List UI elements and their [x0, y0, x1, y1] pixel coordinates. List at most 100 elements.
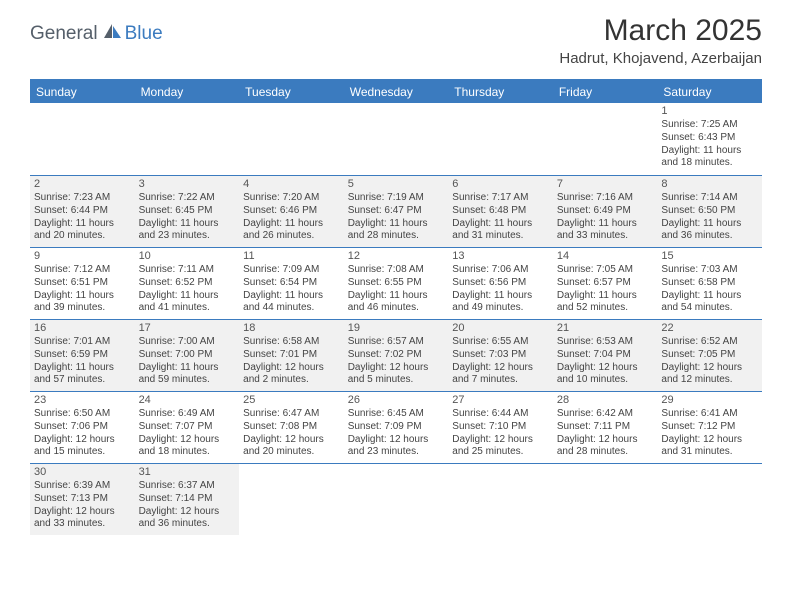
sunrise-text: Sunrise: 7:09 AM	[243, 264, 340, 277]
sunrise-text: Sunrise: 7:23 AM	[34, 192, 131, 205]
sunset-text: Sunset: 7:07 PM	[139, 421, 236, 434]
weekday-header-row: SundayMondayTuesdayWednesdayThursdayFrid…	[30, 81, 762, 103]
month-title: March 2025	[559, 14, 762, 48]
day2-text: and 44 minutes.	[243, 302, 340, 315]
sunrise-text: Sunrise: 6:50 AM	[34, 408, 131, 421]
day-number: 15	[661, 249, 758, 263]
day1-text: Daylight: 12 hours	[34, 434, 131, 447]
day-number: 19	[348, 321, 445, 335]
sunset-text: Sunset: 6:56 PM	[452, 277, 549, 290]
sunrise-text: Sunrise: 6:39 AM	[34, 480, 131, 493]
day-number: 26	[348, 393, 445, 407]
logo-sail-icon	[102, 22, 122, 45]
day1-text: Daylight: 11 hours	[139, 290, 236, 303]
day2-text: and 36 minutes.	[661, 230, 758, 243]
day-number: 12	[348, 249, 445, 263]
day-number: 17	[139, 321, 236, 335]
day-number: 8	[661, 177, 758, 191]
day1-text: Daylight: 12 hours	[243, 434, 340, 447]
sunrise-text: Sunrise: 7:14 AM	[661, 192, 758, 205]
empty-cell	[239, 463, 344, 535]
day-cell-24: 24Sunrise: 6:49 AMSunset: 7:07 PMDayligh…	[135, 391, 240, 463]
day1-text: Daylight: 11 hours	[348, 290, 445, 303]
sunset-text: Sunset: 7:10 PM	[452, 421, 549, 434]
day1-text: Daylight: 11 hours	[243, 218, 340, 231]
day-number: 7	[557, 177, 654, 191]
sunset-text: Sunset: 7:01 PM	[243, 349, 340, 362]
day-cell-12: 12Sunrise: 7:08 AMSunset: 6:55 PMDayligh…	[344, 247, 449, 319]
day1-text: Daylight: 12 hours	[139, 506, 236, 519]
sunrise-text: Sunrise: 7:11 AM	[139, 264, 236, 277]
day1-text: Daylight: 12 hours	[557, 362, 654, 375]
empty-cell	[553, 103, 658, 175]
sunset-text: Sunset: 6:43 PM	[661, 132, 758, 145]
week-row: 2Sunrise: 7:23 AMSunset: 6:44 PMDaylight…	[30, 175, 762, 247]
day2-text: and 59 minutes.	[139, 374, 236, 387]
day1-text: Daylight: 11 hours	[34, 218, 131, 231]
day-number: 16	[34, 321, 131, 335]
day1-text: Daylight: 11 hours	[661, 218, 758, 231]
day-number: 1	[661, 104, 758, 118]
day1-text: Daylight: 11 hours	[34, 362, 131, 375]
day2-text: and 28 minutes.	[348, 230, 445, 243]
empty-cell	[239, 103, 344, 175]
sunset-text: Sunset: 6:51 PM	[34, 277, 131, 290]
day-number: 22	[661, 321, 758, 335]
sunset-text: Sunset: 6:58 PM	[661, 277, 758, 290]
day-number: 5	[348, 177, 445, 191]
calendar: SundayMondayTuesdayWednesdayThursdayFrid…	[30, 79, 762, 535]
sunset-text: Sunset: 6:54 PM	[243, 277, 340, 290]
empty-cell	[344, 103, 449, 175]
day2-text: and 28 minutes.	[557, 446, 654, 459]
sunrise-text: Sunrise: 6:42 AM	[557, 408, 654, 421]
empty-cell	[135, 103, 240, 175]
sunrise-text: Sunrise: 7:08 AM	[348, 264, 445, 277]
day1-text: Daylight: 12 hours	[452, 434, 549, 447]
day-cell-28: 28Sunrise: 6:42 AMSunset: 7:11 PMDayligh…	[553, 391, 658, 463]
day1-text: Daylight: 11 hours	[452, 218, 549, 231]
day-cell-3: 3Sunrise: 7:22 AMSunset: 6:45 PMDaylight…	[135, 175, 240, 247]
sunset-text: Sunset: 7:13 PM	[34, 493, 131, 506]
empty-cell	[553, 463, 658, 535]
sunrise-text: Sunrise: 7:05 AM	[557, 264, 654, 277]
day-number: 11	[243, 249, 340, 263]
sunrise-text: Sunrise: 6:52 AM	[661, 336, 758, 349]
week-row: 1Sunrise: 7:25 AMSunset: 6:43 PMDaylight…	[30, 103, 762, 175]
logo: General Blue	[30, 22, 163, 45]
sunset-text: Sunset: 6:59 PM	[34, 349, 131, 362]
day-cell-30: 30Sunrise: 6:39 AMSunset: 7:13 PMDayligh…	[30, 463, 135, 535]
day-number: 27	[452, 393, 549, 407]
day-cell-23: 23Sunrise: 6:50 AMSunset: 7:06 PMDayligh…	[30, 391, 135, 463]
day1-text: Daylight: 12 hours	[34, 506, 131, 519]
empty-cell	[448, 103, 553, 175]
day-cell-31: 31Sunrise: 6:37 AMSunset: 7:14 PMDayligh…	[135, 463, 240, 535]
sunset-text: Sunset: 6:46 PM	[243, 205, 340, 218]
day1-text: Daylight: 12 hours	[557, 434, 654, 447]
day2-text: and 33 minutes.	[34, 518, 131, 531]
sunset-text: Sunset: 7:04 PM	[557, 349, 654, 362]
day2-text: and 25 minutes.	[452, 446, 549, 459]
sunset-text: Sunset: 6:55 PM	[348, 277, 445, 290]
day2-text: and 52 minutes.	[557, 302, 654, 315]
sunrise-text: Sunrise: 6:44 AM	[452, 408, 549, 421]
day1-text: Daylight: 11 hours	[34, 290, 131, 303]
week-row: 23Sunrise: 6:50 AMSunset: 7:06 PMDayligh…	[30, 391, 762, 463]
empty-cell	[344, 463, 449, 535]
day1-text: Daylight: 11 hours	[557, 218, 654, 231]
day-cell-6: 6Sunrise: 7:17 AMSunset: 6:48 PMDaylight…	[448, 175, 553, 247]
day2-text: and 41 minutes.	[139, 302, 236, 315]
logo-text-blue: Blue	[125, 23, 163, 45]
day2-text: and 2 minutes.	[243, 374, 340, 387]
weekday-friday: Friday	[553, 81, 658, 103]
day-cell-1: 1Sunrise: 7:25 AMSunset: 6:43 PMDaylight…	[657, 103, 762, 175]
day1-text: Daylight: 12 hours	[661, 434, 758, 447]
sunrise-text: Sunrise: 6:45 AM	[348, 408, 445, 421]
day-cell-5: 5Sunrise: 7:19 AMSunset: 6:47 PMDaylight…	[344, 175, 449, 247]
day-number: 4	[243, 177, 340, 191]
sunset-text: Sunset: 7:02 PM	[348, 349, 445, 362]
sunrise-text: Sunrise: 6:55 AM	[452, 336, 549, 349]
sunrise-text: Sunrise: 7:17 AM	[452, 192, 549, 205]
day-number: 9	[34, 249, 131, 263]
sunset-text: Sunset: 7:09 PM	[348, 421, 445, 434]
sunrise-text: Sunrise: 6:37 AM	[139, 480, 236, 493]
